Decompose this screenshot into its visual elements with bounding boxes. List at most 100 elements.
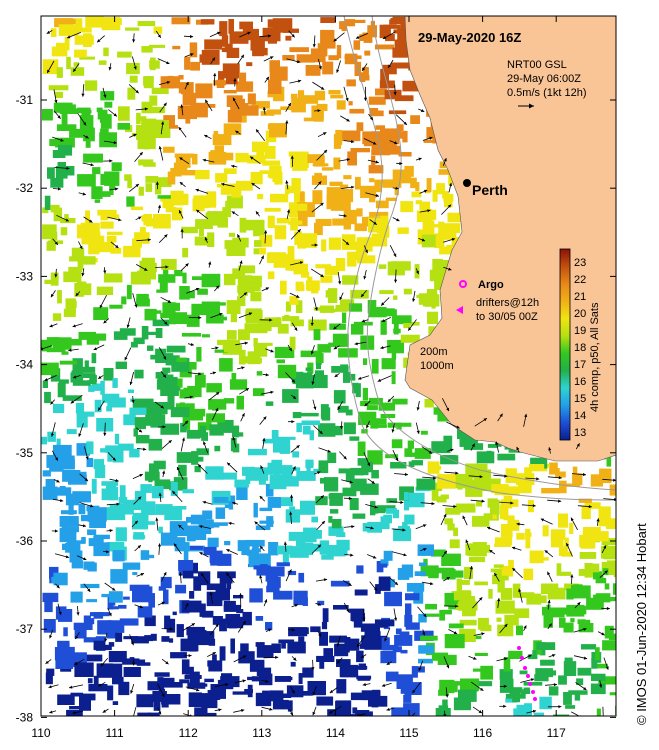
sst-cell — [459, 590, 471, 604]
sst-cell — [500, 588, 513, 600]
sst-cell — [266, 585, 280, 593]
sst-cell — [501, 486, 520, 496]
sst-cell — [542, 670, 557, 676]
sst-cell — [242, 28, 259, 41]
current-vector-head — [108, 67, 112, 71]
sst-cell — [129, 75, 138, 83]
sst-cell — [431, 549, 446, 557]
sst-cell — [84, 80, 98, 91]
sst-cell — [382, 64, 397, 75]
sst-cell — [98, 60, 107, 65]
sst-cell — [206, 413, 225, 423]
current-vector-head — [427, 209, 431, 213]
current-vector-head — [66, 166, 70, 170]
sst-cell — [195, 374, 206, 388]
current-vector-head — [202, 500, 206, 504]
current-vector-head — [189, 395, 193, 399]
sst-cell — [69, 706, 85, 710]
sst-cell — [404, 498, 410, 511]
sst-cell — [147, 345, 154, 351]
sst-cell — [154, 479, 171, 490]
sst-cell — [217, 217, 228, 228]
sst-cell — [530, 457, 548, 469]
sst-cell — [268, 542, 279, 556]
current-vector-head — [512, 568, 516, 572]
sst-cell — [280, 476, 299, 487]
argo-label: Argo — [478, 279, 504, 291]
sst-cell — [505, 468, 517, 483]
sst-cell — [384, 89, 402, 100]
sst-cell — [112, 449, 124, 463]
sst-cell — [68, 266, 82, 273]
sst-cell — [563, 483, 581, 487]
sst-cell — [172, 312, 187, 324]
sst-cell — [78, 504, 86, 515]
sst-cell — [459, 619, 477, 626]
current-vector-head — [135, 184, 139, 188]
current-vector-head — [242, 679, 246, 683]
sst-cell — [343, 175, 352, 180]
colorbar-ramp — [559, 248, 571, 441]
current-vector-head — [239, 260, 243, 264]
sst-cell — [388, 110, 407, 115]
sst-cell — [361, 464, 369, 476]
sst-cell — [255, 616, 264, 621]
current-vector-head — [260, 255, 264, 259]
current-vector-head — [532, 504, 536, 508]
sst-cell — [380, 516, 390, 530]
current-vector-head — [372, 141, 377, 145]
current-vector-head — [446, 577, 450, 581]
sst-cell — [70, 692, 84, 697]
current-vector-head — [422, 632, 426, 636]
sst-cell — [160, 423, 180, 435]
sst-cell — [357, 255, 376, 264]
sst-cell — [145, 554, 155, 559]
sst-cell — [205, 466, 224, 480]
sst-cell — [585, 619, 591, 626]
current-vector-head — [144, 267, 148, 271]
sst-cell — [295, 300, 303, 313]
current-vector-head — [147, 238, 151, 242]
sst-cell — [185, 666, 194, 675]
sst-cell — [163, 115, 175, 128]
sst-cell — [126, 659, 146, 664]
current-vector-head — [260, 465, 264, 469]
sst-cell — [533, 712, 545, 716]
current-vector-head — [292, 395, 297, 399]
current-vector-head — [256, 129, 260, 133]
sst-cell — [76, 283, 92, 296]
sst-cell — [432, 190, 438, 202]
colorbar-tick-label: 18 — [574, 342, 586, 354]
sst-cell — [119, 618, 139, 626]
current-vector-head — [135, 90, 139, 94]
current-vector-head — [320, 274, 324, 277]
sst-cell — [427, 224, 441, 228]
sst-cell — [418, 645, 434, 654]
current-vector-head — [386, 707, 390, 711]
sst-cell — [63, 308, 76, 317]
current-vector-head — [184, 420, 189, 425]
sst-cell — [315, 218, 332, 226]
sst-cell — [251, 548, 261, 553]
sst-cell — [223, 604, 241, 612]
sst-cell — [353, 321, 373, 326]
current-vector-head — [292, 466, 296, 470]
sst-cell — [123, 596, 130, 600]
sst-cell — [271, 643, 281, 653]
sst-cell — [55, 137, 75, 148]
current-vector-head — [499, 413, 503, 417]
current-vector-head — [217, 31, 221, 35]
sst-cell — [509, 690, 514, 697]
sst-cell — [278, 639, 295, 644]
current-vector-head — [204, 135, 208, 138]
sst-cell — [61, 351, 69, 355]
sst-cell — [167, 171, 176, 185]
sst-cell — [134, 369, 144, 379]
sst-cell — [375, 44, 395, 50]
sst-cell — [62, 458, 73, 465]
sst-cell — [100, 91, 115, 101]
sst-cell — [114, 433, 120, 445]
sst-cell — [220, 152, 234, 161]
sst-cell — [52, 313, 62, 321]
sst-cell — [93, 307, 109, 320]
